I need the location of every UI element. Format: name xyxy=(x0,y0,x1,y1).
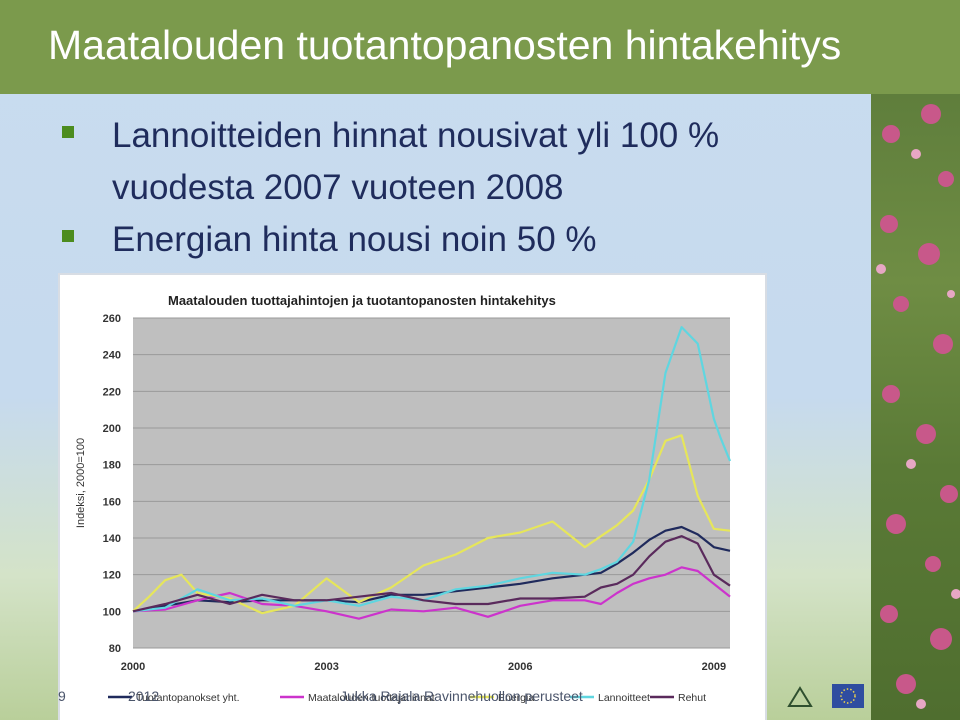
footer-page-number: 9 xyxy=(58,688,66,704)
y-axis-label: Indeksi, 2000=100 xyxy=(75,438,87,528)
y-tick-label: 100 xyxy=(103,606,121,618)
chart-frame: 80 100 120 140 160 180 200 220 240 260 2000 2003 200… xyxy=(60,275,765,720)
series-line xyxy=(132,535,731,613)
y-tick-label: 120 xyxy=(103,570,121,582)
line-chart: 80 100 120 140 160 180 200 220 240 260 2000 2003 200… xyxy=(75,293,732,704)
bullet-text: Lannoitteiden hinnat nousivat yli 100 % xyxy=(112,116,720,155)
x-tick-label: 2003 xyxy=(314,661,338,673)
y-tick-label: 260 xyxy=(103,313,121,325)
y-tick-label: 80 xyxy=(109,643,121,655)
series-line xyxy=(132,566,731,620)
legend-label: Tuotantopanokset yht. xyxy=(136,692,240,704)
slide-title: Maatalouden tuotantopanosten hintakehity… xyxy=(48,22,842,68)
y-tick-label: 180 xyxy=(103,460,121,472)
eu-flag-icon xyxy=(832,684,864,708)
bullet-marker xyxy=(62,126,74,138)
bullet-marker xyxy=(62,230,74,242)
series-line xyxy=(132,326,732,613)
clover-photo xyxy=(871,94,960,720)
legend-label: Energia xyxy=(498,692,534,704)
series-line xyxy=(132,434,731,615)
y-tick-label: 240 xyxy=(103,350,121,362)
bullet-item-continuation: vuodesta 2007 vuoteen 2008 xyxy=(58,162,858,214)
y-tick-label: 160 xyxy=(103,496,121,508)
x-tick-label: 2006 xyxy=(508,661,532,673)
chart-title: Maatalouden tuottajahintojen ja tuotanto… xyxy=(168,293,556,308)
footer-year: 2012 xyxy=(128,688,160,704)
bullet-list: Lannoitteiden hinnat nousivat yli 100 % … xyxy=(58,110,858,266)
legend-label: Maatalouden tuottajahinnat xyxy=(308,692,435,704)
x-tick-label: 2000 xyxy=(121,661,145,673)
logo-icon xyxy=(787,686,813,707)
series-line xyxy=(132,525,731,613)
bullet-text: vuodesta 2007 vuoteen 2008 xyxy=(112,168,564,207)
y-tick-label: 200 xyxy=(103,423,121,435)
y-tick-label: 140 xyxy=(103,533,121,545)
footer-author: Jukka Rajala Ravinnehuollon perusteet xyxy=(340,688,583,704)
y-tick-label: 220 xyxy=(103,386,121,398)
x-tick-label: 2009 xyxy=(702,661,726,673)
title-bar: Maatalouden tuotantopanosten hintakehity… xyxy=(0,0,960,94)
legend-label: Lannoitteet xyxy=(598,692,650,704)
bullet-text: Energian hinta nousi noin 50 % xyxy=(112,220,597,259)
bullet-item: Energian hinta nousi noin 50 % xyxy=(58,214,858,266)
clover-flowers xyxy=(876,104,960,709)
legend-label: Rehut xyxy=(678,692,706,704)
bullet-item: Lannoitteiden hinnat nousivat yli 100 % xyxy=(58,110,858,162)
